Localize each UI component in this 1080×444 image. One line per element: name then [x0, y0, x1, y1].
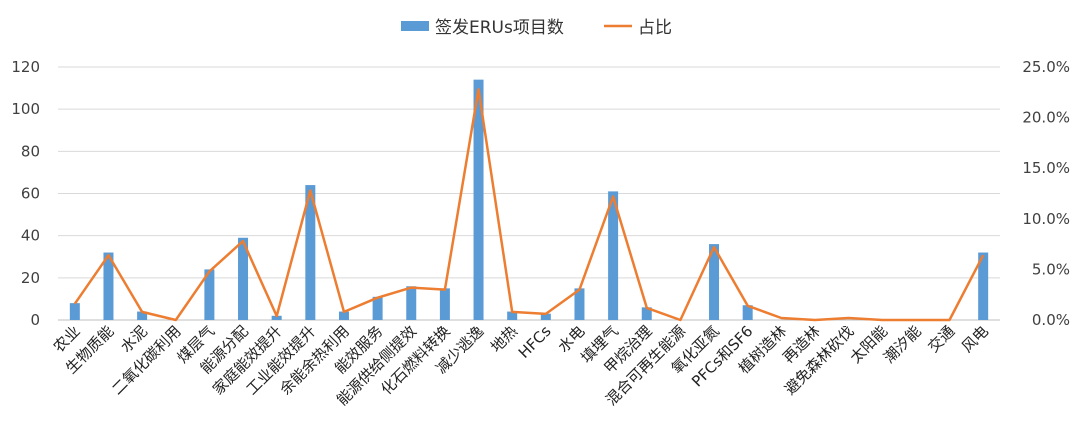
bar [540, 313, 551, 320]
right-axis-tick-label: 10.0% [1022, 210, 1070, 228]
left-axis-tick-label: 100 [11, 100, 40, 118]
bar [473, 79, 484, 321]
bar [103, 252, 114, 320]
category-label: 交通 [924, 322, 958, 356]
bar [338, 311, 349, 320]
left-axis-tick-label: 40 [21, 227, 40, 245]
legend: 签发ERUs项目数 占比 [401, 18, 672, 38]
bar [204, 269, 215, 320]
left-axis-ticks: 0 20 40 60 80 100 120 [11, 58, 40, 329]
right-axis-tick-label: 0.0% [1032, 311, 1070, 329]
right-axis-tick-label: 25.0% [1022, 58, 1070, 76]
bar [238, 237, 249, 320]
category-label: 太阳能 [847, 322, 892, 367]
right-axis-tick-label: 15.0% [1022, 159, 1070, 177]
bar [69, 303, 80, 320]
bar [271, 315, 282, 320]
line-series [73, 88, 985, 322]
left-axis-tick-label: 0 [30, 311, 40, 329]
bar [641, 307, 652, 320]
right-axis-tick-label: 20.0% [1022, 109, 1070, 127]
bar [709, 244, 720, 320]
bar-series [69, 79, 989, 321]
category-label: 潮汐能 [880, 322, 925, 367]
category-label: 风电 [958, 322, 992, 356]
legend-line-label: 占比 [638, 18, 672, 38]
share-line [73, 88, 985, 322]
bar [305, 185, 316, 320]
bar [742, 305, 753, 320]
gridlines [58, 66, 1000, 321]
bar [574, 288, 585, 320]
right-axis-tick-label: 5.0% [1032, 260, 1070, 278]
bar [137, 311, 148, 320]
left-axis-tick-label: 120 [11, 58, 40, 76]
bar [507, 311, 518, 320]
bar [608, 191, 619, 320]
bar [372, 296, 383, 320]
bar [406, 286, 417, 320]
legend-bar-swatch [401, 21, 429, 31]
bar [978, 252, 989, 320]
left-axis-tick-label: 60 [21, 185, 40, 203]
left-axis-tick-label: 80 [21, 142, 40, 160]
legend-bar-label: 签发ERUs项目数 [435, 18, 564, 38]
category-label: HFCs [515, 322, 555, 362]
right-axis-ticks: 0.0% 5.0% 10.0% 15.0% 20.0% 25.0% [1022, 58, 1070, 329]
left-axis-tick-label: 20 [21, 269, 40, 287]
bar [439, 288, 450, 320]
